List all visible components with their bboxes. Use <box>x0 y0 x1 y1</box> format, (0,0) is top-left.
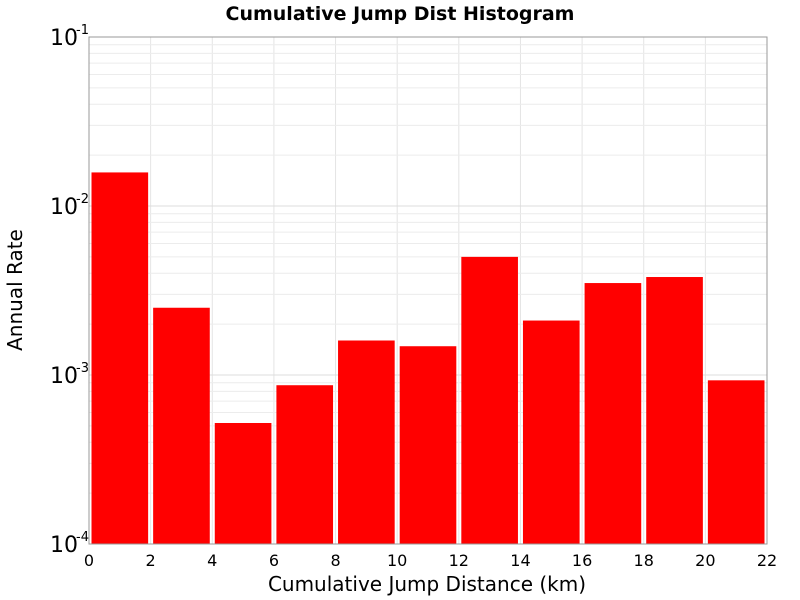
x-tick-label: 2 <box>146 551 156 570</box>
histogram-bar <box>646 277 703 544</box>
histogram-bar <box>214 422 272 544</box>
x-axis-label: Cumulative Jump Distance (km) <box>268 572 586 596</box>
histogram-bar <box>91 172 149 545</box>
y-tick-label: 10-1 <box>50 23 89 51</box>
x-tick-label: 10 <box>387 551 407 570</box>
y-tick-base: 10 <box>50 533 78 558</box>
x-tick-label: 14 <box>510 551 530 570</box>
histogram-bar <box>584 283 642 544</box>
y-tick-base: 10 <box>50 364 78 389</box>
y-tick-base: 10 <box>50 195 78 220</box>
x-tick-label: 18 <box>634 551 654 570</box>
histogram-bar <box>522 320 580 544</box>
chart-title: Cumulative Jump Dist Histogram <box>226 3 575 25</box>
y-tick-exponent: -2 <box>76 192 89 207</box>
y-tick-label: 10-2 <box>50 192 89 220</box>
y-tick-exponent: -3 <box>76 361 89 376</box>
y-tick-exponent: -4 <box>76 530 89 545</box>
histogram-bar <box>276 385 334 544</box>
histogram-bar <box>338 340 395 544</box>
x-axis-ticks: 0 2 4 6 8 10 12 14 16 18 20 22 <box>84 551 777 570</box>
x-tick-label: 4 <box>207 551 217 570</box>
y-tick-exponent: -1 <box>76 23 89 38</box>
y-tick-label: 10-4 <box>50 530 89 558</box>
histogram-bar <box>399 346 457 544</box>
y-axis-ticks: 10-410-310-210-1 <box>50 23 89 558</box>
x-tick-label: 12 <box>449 551 469 570</box>
y-tick-base: 10 <box>50 26 78 51</box>
x-tick-label: 6 <box>269 551 279 570</box>
x-tick-label: 8 <box>330 551 340 570</box>
x-tick-label: 16 <box>572 551 592 570</box>
x-tick-label: 22 <box>757 551 777 570</box>
x-tick-label: 0 <box>84 551 94 570</box>
y-tick-label: 10-3 <box>50 361 89 389</box>
x-tick-label: 20 <box>695 551 715 570</box>
histogram-bar <box>707 380 765 544</box>
histogram-bar <box>461 256 518 544</box>
plot-area-frame <box>88 36 768 545</box>
bars-group <box>91 172 765 545</box>
y-axis-label: Annual Rate <box>3 229 27 351</box>
histogram-bar <box>153 307 210 544</box>
